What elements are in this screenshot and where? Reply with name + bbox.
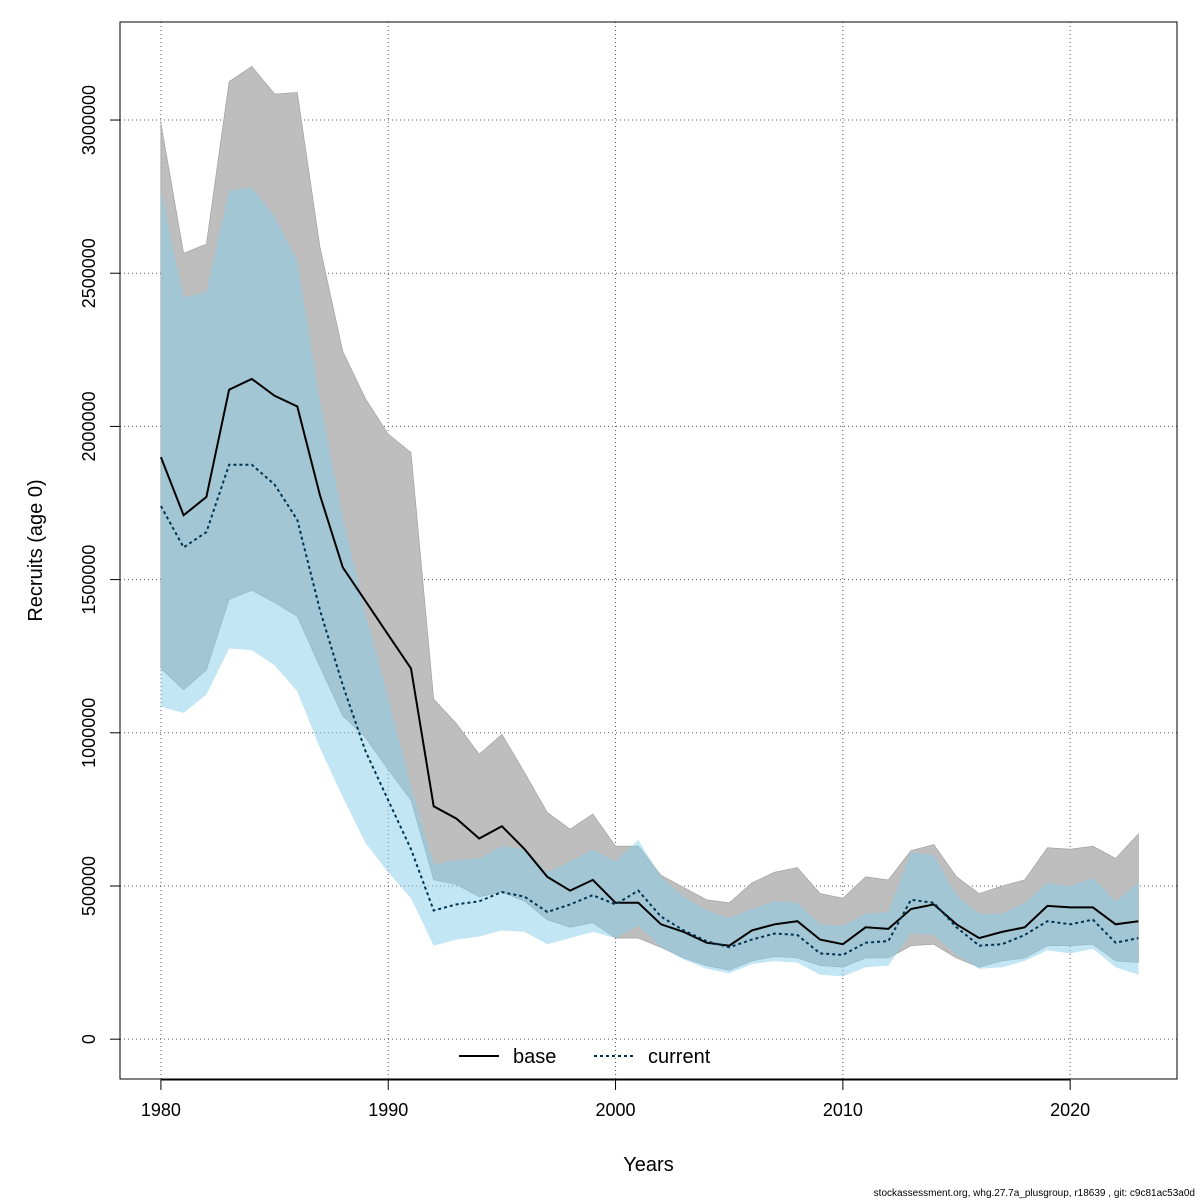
legend: base current	[459, 1046, 711, 1068]
y-tick-label: 2000000	[79, 391, 99, 461]
x-tick-label: 2010	[823, 1100, 863, 1120]
y-tick-label: 1500000	[79, 545, 99, 615]
y-tick-label: 2500000	[79, 238, 99, 308]
x-tick-label: 2020	[1050, 1100, 1090, 1120]
confidence-bands	[160, 65, 1139, 977]
x-tick-label: 1990	[368, 1100, 408, 1120]
line-current	[160, 463, 1139, 956]
band-current	[160, 187, 1139, 977]
footer-note: stockassessment.org, whg.27.7a_plusgroup…	[874, 1188, 1195, 1199]
y-tick-label: 500000	[79, 856, 99, 916]
x-tick-label: 2000	[596, 1100, 636, 1120]
y-tick-label: 0	[79, 1034, 99, 1044]
x-axis-title: Years	[623, 1154, 673, 1176]
y-tick-label: 3000000	[79, 85, 99, 155]
axes: 1980 1990 2000 2010 2020 0 500000 1000000 150000…	[79, 85, 1090, 1120]
y-tick-label: 1000000	[79, 698, 99, 768]
line-base	[159, 377, 1139, 947]
legend-label-base: base	[513, 1046, 556, 1068]
legend-label-current: current	[648, 1046, 711, 1068]
x-tick-label: 1980	[141, 1100, 181, 1120]
y-axis-title: Recruits (age 0)	[25, 479, 47, 621]
series-lines	[159, 377, 1139, 956]
